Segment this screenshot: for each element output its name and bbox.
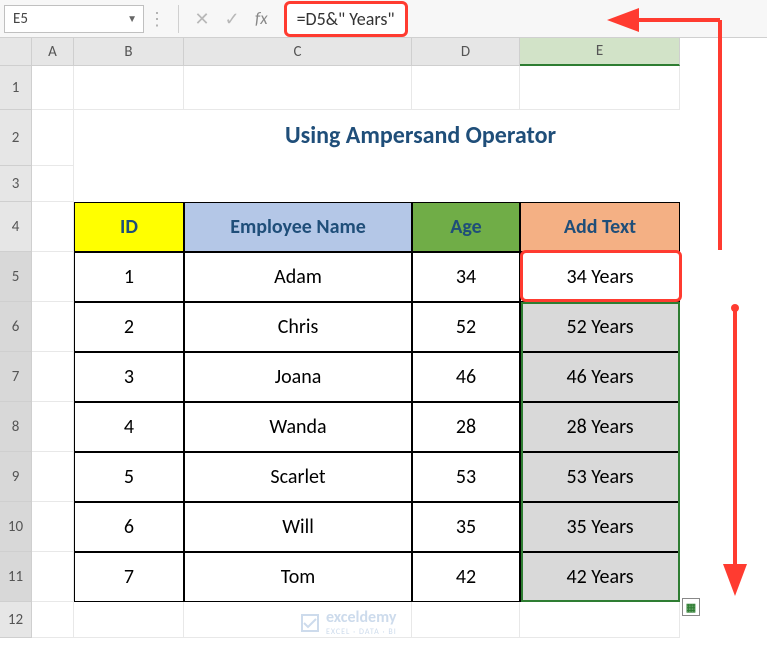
td-name-7[interactable]: Joana (184, 352, 412, 402)
row-head-6[interactable]: 6 (0, 302, 32, 352)
td-age-10[interactable]: 35 (412, 502, 520, 552)
worksheet[interactable]: A B C D E (0, 38, 767, 66)
row-head-9[interactable]: 9 (0, 452, 32, 502)
th-name[interactable]: Employee Name (184, 202, 412, 252)
td-id-6[interactable]: 2 (74, 302, 184, 352)
cell-reference: E5 (13, 10, 28, 28)
cancel-icon[interactable]: ✕ (187, 8, 217, 30)
td-add-6[interactable]: 52 Years (520, 302, 680, 352)
cell-a1[interactable] (32, 66, 74, 110)
td-add-7[interactable]: 46 Years (520, 352, 680, 402)
td-add-9[interactable]: 53 Years (520, 452, 680, 502)
td-id-7[interactable]: 3 (74, 352, 184, 402)
autofill-options-icon[interactable]: ▦ (682, 598, 700, 616)
col-head-d[interactable]: D (412, 38, 520, 66)
cell-a6[interactable] (32, 302, 74, 352)
td-id-11[interactable]: 7 (74, 552, 184, 602)
table-title: Using Ampersand Operator (74, 110, 767, 166)
row-head-11[interactable]: 11 (0, 552, 32, 602)
more-icon: ⋮ (144, 8, 170, 30)
watermark-tag: EXCEL · DATA · BI (326, 627, 397, 637)
divider (178, 5, 179, 33)
td-name-6[interactable]: Chris (184, 302, 412, 352)
cell-a3[interactable] (32, 166, 74, 202)
td-id-9[interactable]: 5 (74, 452, 184, 502)
th-age[interactable]: Age (412, 202, 520, 252)
td-age-6[interactable]: 52 (412, 302, 520, 352)
row-head-12[interactable]: 12 (0, 602, 32, 638)
formula-text: =D5&" Years" (284, 1, 408, 37)
fx-label[interactable]: fx (247, 8, 276, 29)
row-head-4[interactable]: 4 (0, 202, 32, 252)
td-id-8[interactable]: 4 (74, 402, 184, 452)
watermark: exceldemy EXCEL · DATA · BI (300, 608, 397, 637)
td-id-10[interactable]: 6 (74, 502, 184, 552)
name-box[interactable]: E5 ▼ (4, 5, 144, 33)
th-id[interactable]: ID (74, 202, 184, 252)
cell-e3[interactable] (520, 166, 680, 202)
select-all-corner[interactable] (0, 38, 32, 66)
row-head-8[interactable]: 8 (0, 402, 32, 452)
td-name-9[interactable]: Scarlet (184, 452, 412, 502)
td-age-8[interactable]: 28 (412, 402, 520, 452)
formula-bar: E5 ▼ ⋮ ✕ ✓ fx =D5&" Years" (0, 0, 767, 38)
th-add[interactable]: Add Text (520, 202, 680, 252)
col-head-e[interactable]: E (520, 38, 680, 66)
cell-b3[interactable] (74, 166, 184, 202)
cell-a4[interactable] (32, 202, 74, 252)
cell-e1[interactable] (520, 66, 680, 110)
td-name-8[interactable]: Wanda (184, 402, 412, 452)
td-age-5[interactable]: 34 (412, 252, 520, 302)
col-head-c[interactable]: C (184, 38, 412, 66)
watermark-brand: exceldemy (326, 608, 397, 627)
name-box-dropdown-icon[interactable]: ▼ (127, 12, 137, 25)
cell-d3[interactable] (412, 166, 520, 202)
cell-a10[interactable] (32, 502, 74, 552)
td-age-7[interactable]: 46 (412, 352, 520, 402)
td-name-11[interactable]: Tom (184, 552, 412, 602)
cell-b1[interactable] (74, 66, 184, 110)
row-head-5[interactable]: 5 (0, 252, 32, 302)
td-add-10[interactable]: 35 Years (520, 502, 680, 552)
td-age-11[interactable]: 42 (412, 552, 520, 602)
watermark-icon (300, 613, 320, 633)
row-head-2[interactable]: 2 (0, 110, 32, 166)
cell-a11[interactable] (32, 552, 74, 602)
cell-a9[interactable] (32, 452, 74, 502)
row-head-1[interactable]: 1 (0, 66, 32, 110)
row-head-3[interactable]: 3 (0, 166, 32, 202)
enter-icon[interactable]: ✓ (217, 8, 247, 30)
row-head-10[interactable]: 10 (0, 502, 32, 552)
col-head-b[interactable]: B (74, 38, 184, 66)
cell-c3[interactable] (184, 166, 412, 202)
formula-input[interactable]: =D5&" Years" (276, 5, 767, 33)
cell-a12[interactable] (32, 602, 74, 638)
td-name-10[interactable]: Will (184, 502, 412, 552)
cell-b12[interactable] (74, 602, 184, 638)
cell-d12[interactable] (412, 602, 520, 638)
td-add-8[interactable]: 28 Years (520, 402, 680, 452)
cell-c1[interactable] (184, 66, 412, 110)
td-id-5[interactable]: 1 (74, 252, 184, 302)
cell-e12[interactable] (520, 602, 680, 638)
cell-a2[interactable] (32, 110, 74, 166)
col-head-a[interactable]: A (32, 38, 74, 66)
row-head-7[interactable]: 7 (0, 352, 32, 402)
cell-a7[interactable] (32, 352, 74, 402)
td-age-9[interactable]: 53 (412, 452, 520, 502)
cell-a8[interactable] (32, 402, 74, 452)
td-add-5[interactable]: 34 Years (520, 252, 680, 302)
td-name-5[interactable]: Adam (184, 252, 412, 302)
cell-a5[interactable] (32, 252, 74, 302)
td-add-11[interactable]: 42 Years (520, 552, 680, 602)
cell-d1[interactable] (412, 66, 520, 110)
